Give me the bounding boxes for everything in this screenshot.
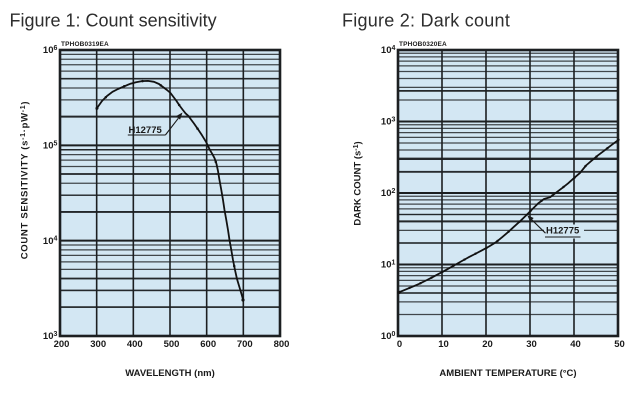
svg-text:400: 400 <box>127 339 143 350</box>
svg-text:2: 2 <box>392 188 396 195</box>
svg-text:WAVELENGTH (nm): WAVELENGTH (nm) <box>125 368 215 379</box>
svg-text:10: 10 <box>381 188 392 199</box>
svg-text:10: 10 <box>438 339 449 350</box>
svg-text:Figure 2: Dark count: Figure 2: Dark count <box>342 10 510 30</box>
svg-text:4: 4 <box>54 236 58 243</box>
svg-text:6: 6 <box>54 45 58 52</box>
svg-text:800: 800 <box>274 339 290 350</box>
svg-text:5: 5 <box>54 140 58 147</box>
svg-text:H12775: H12775 <box>546 226 580 237</box>
svg-text:600: 600 <box>200 339 216 350</box>
svg-text:3: 3 <box>54 331 58 338</box>
svg-text:Figure 1: Count sensitivity: Figure 1: Count sensitivity <box>10 10 217 30</box>
svg-text:10: 10 <box>43 141 54 152</box>
svg-text:30: 30 <box>526 339 537 350</box>
svg-text:0: 0 <box>392 331 396 338</box>
svg-text:1: 1 <box>392 260 396 267</box>
svg-text:200: 200 <box>54 339 70 350</box>
svg-text:10: 10 <box>381 331 392 342</box>
svg-text:10: 10 <box>381 45 392 56</box>
svg-text:500: 500 <box>164 339 180 350</box>
svg-text:300: 300 <box>90 339 106 350</box>
svg-text:0: 0 <box>397 339 402 350</box>
svg-text:10: 10 <box>43 45 54 56</box>
svg-text:3: 3 <box>392 117 396 124</box>
svg-text:AMBIENT TEMPERATURE (°C): AMBIENT TEMPERATURE (°C) <box>439 368 576 379</box>
svg-text:700: 700 <box>237 339 253 350</box>
svg-text:10: 10 <box>381 260 392 271</box>
svg-text:10: 10 <box>381 117 392 128</box>
svg-text:4: 4 <box>392 45 396 52</box>
svg-text:H12775: H12775 <box>129 125 163 136</box>
svg-text:40: 40 <box>570 339 581 350</box>
svg-text:10: 10 <box>43 331 54 342</box>
svg-text:10: 10 <box>43 236 54 247</box>
svg-text:TPHOB0320EA: TPHOB0320EA <box>399 41 447 48</box>
svg-text:DARK COUNT (s-1): DARK COUNT (s-1) <box>353 141 364 225</box>
svg-text:TPHOB0319EA: TPHOB0319EA <box>61 41 109 48</box>
svg-text:50: 50 <box>614 339 625 350</box>
svg-text:20: 20 <box>482 339 493 350</box>
svg-text:COUNT SENSITIVITY (s-1·pW-1): COUNT SENSITIVITY (s-1·pW-1) <box>20 101 31 260</box>
